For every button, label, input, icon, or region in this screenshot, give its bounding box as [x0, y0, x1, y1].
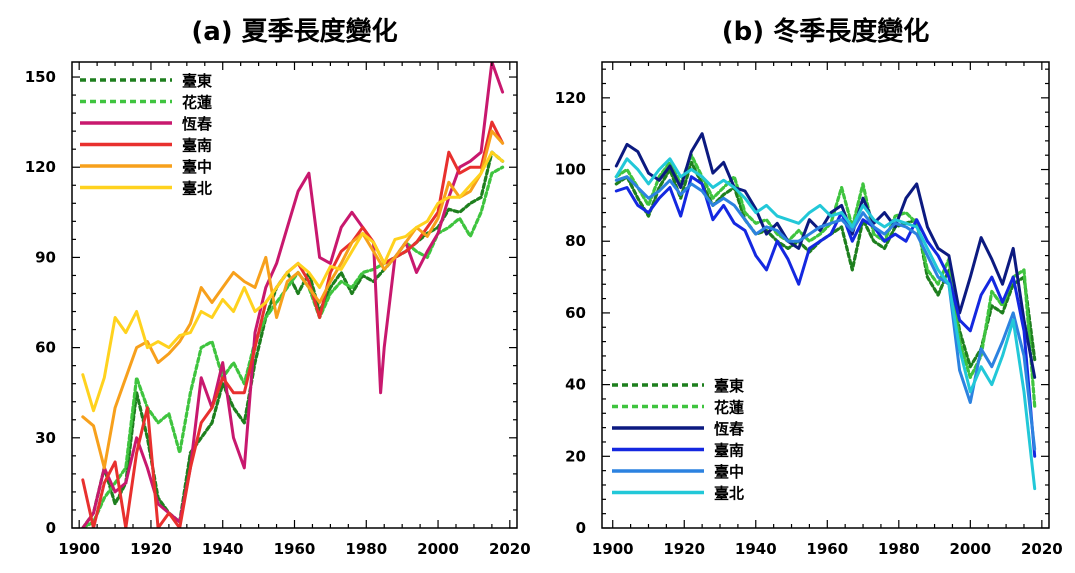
panel-a-series-line-4 [81, 129, 505, 470]
panel-a-x-tick-label: 2020 [489, 540, 531, 558]
panel-a-x-tick-label: 1980 [345, 540, 387, 558]
panel-a-y-tick-label: 0 [46, 519, 56, 537]
panel-a-series-line-5 [81, 150, 505, 413]
panel-b-x-tick-label: 1960 [806, 540, 848, 558]
panel-b-frame [601, 61, 1050, 529]
panel-a-y-tick-label: 90 [35, 248, 56, 266]
panel-b-title: (b) 冬季長度變化 [722, 16, 929, 47]
panel-b-y-tick-label: 80 [565, 232, 586, 250]
panel-b-series-line-2 [614, 132, 1037, 379]
panel-a-x-tick-label: 1960 [274, 540, 316, 558]
panel-b-legend-label: 臺東 [714, 377, 744, 395]
panel-a-x-tick-label: 1920 [130, 540, 172, 558]
panel-b-legend-label: 臺中 [714, 463, 744, 481]
panel-b-y-tick-label: 120 [555, 89, 586, 107]
panel-a-legend-label: 臺中 [182, 158, 212, 176]
panel-b-x-tick-label: 1980 [878, 540, 920, 558]
panel-a-legend-label: 臺南 [182, 137, 212, 155]
panel-b-x-tick-label: 1940 [735, 540, 777, 558]
panel-b-legend-label: 臺南 [714, 442, 744, 460]
panel-a-title: (a) 夏季長度變化 [191, 16, 397, 47]
panel-a-y-axis: 0 30 60 90 120 150 [25, 68, 517, 537]
panel-a-y-tick-label: 30 [35, 429, 56, 447]
panel-b-y-tick-label: 100 [555, 161, 586, 179]
panel-b-series-line-4 [614, 175, 1037, 451]
panel-a-y-tick-label: 60 [35, 339, 56, 357]
panel-b: (b) 冬季長度變化 1900 1920 1940 1960 1980 2000 2020 … [555, 16, 1063, 558]
panel-b-legend-label: 臺北 [714, 485, 744, 503]
panel-a-x-axis: 1900 1920 1940 1960 1980 2000 2020 [58, 62, 531, 558]
panel-a-x-tick-label: 1940 [202, 540, 244, 558]
panel-b-y-tick-label: 40 [565, 376, 586, 394]
panel-a-series-line-2 [81, 62, 505, 528]
panel-a-legend-label: 臺北 [182, 180, 212, 198]
panel-a-frame [71, 61, 518, 529]
panel-b-x-tick-label: 2020 [1021, 540, 1063, 558]
panel-b-x-tick-label: 1920 [663, 540, 705, 558]
panel-a-y-tick-label: 120 [25, 158, 56, 176]
panel-a-legend-label: 花蓮 [182, 94, 212, 112]
panel-b-series [614, 132, 1037, 491]
panel-b-x-tick-label: 2000 [949, 540, 991, 558]
panel-b-y-tick-label: 20 [565, 447, 586, 465]
panel-a-series [81, 62, 505, 528]
panel-a-x-tick-label: 1900 [58, 540, 100, 558]
panel-a-series-line-1 [81, 165, 505, 528]
panel-b-legend-label: 恆春 [713, 420, 744, 438]
panel-b-series-line-3 [614, 175, 1037, 458]
panel-a-x-tick-label: 2000 [417, 540, 459, 558]
panel-b-x-axis: 1900 1920 1940 1960 1980 2000 2020 [592, 62, 1063, 558]
panel-a-legend-label: 臺東 [182, 72, 212, 90]
panel-b-legend-label: 花蓮 [714, 399, 744, 417]
panel-a-y-tick-label: 150 [25, 68, 56, 86]
panel-a: (a) 夏季長度變化 1900 1920 1940 1960 1980 2000 2020 … [25, 16, 531, 558]
panel-a-legend-label: 恆春 [181, 115, 212, 133]
panel-b-series-line-5 [614, 157, 1037, 491]
panel-b-x-tick-label: 1900 [592, 540, 634, 558]
panel-b-y-tick-label: 0 [576, 519, 586, 537]
panel-b-y-tick-label: 60 [565, 304, 586, 322]
panel-b-y-axis: 0 20 40 60 80 100 120 [555, 68, 1049, 537]
